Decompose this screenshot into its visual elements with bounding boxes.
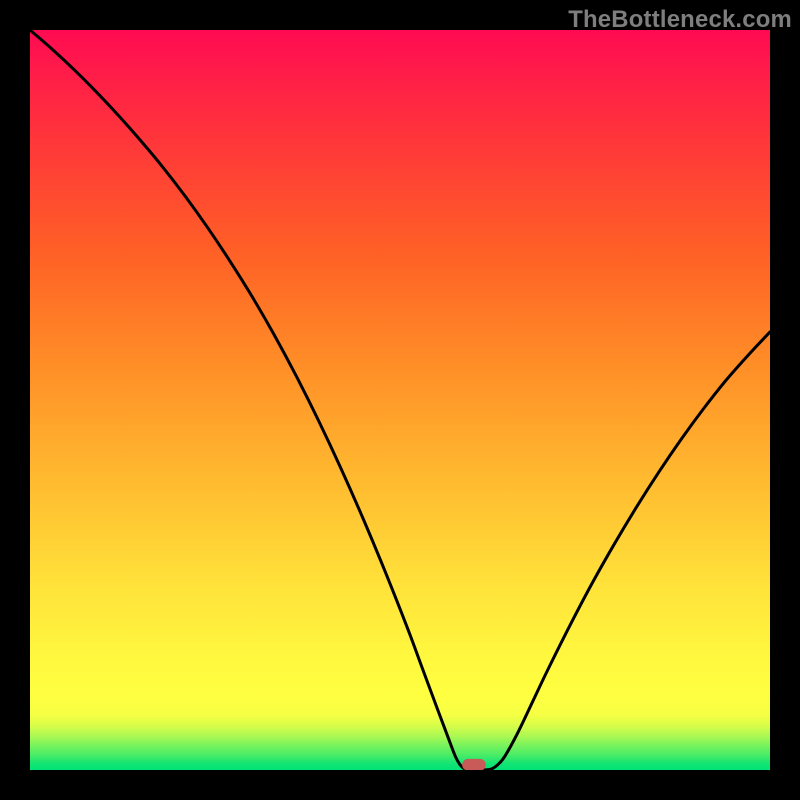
figure-frame: TheBottleneck.com	[0, 0, 800, 800]
optimum-marker	[462, 759, 486, 770]
plot-area	[30, 30, 770, 770]
watermark-text: TheBottleneck.com	[568, 6, 792, 34]
plot-svg	[30, 30, 770, 770]
